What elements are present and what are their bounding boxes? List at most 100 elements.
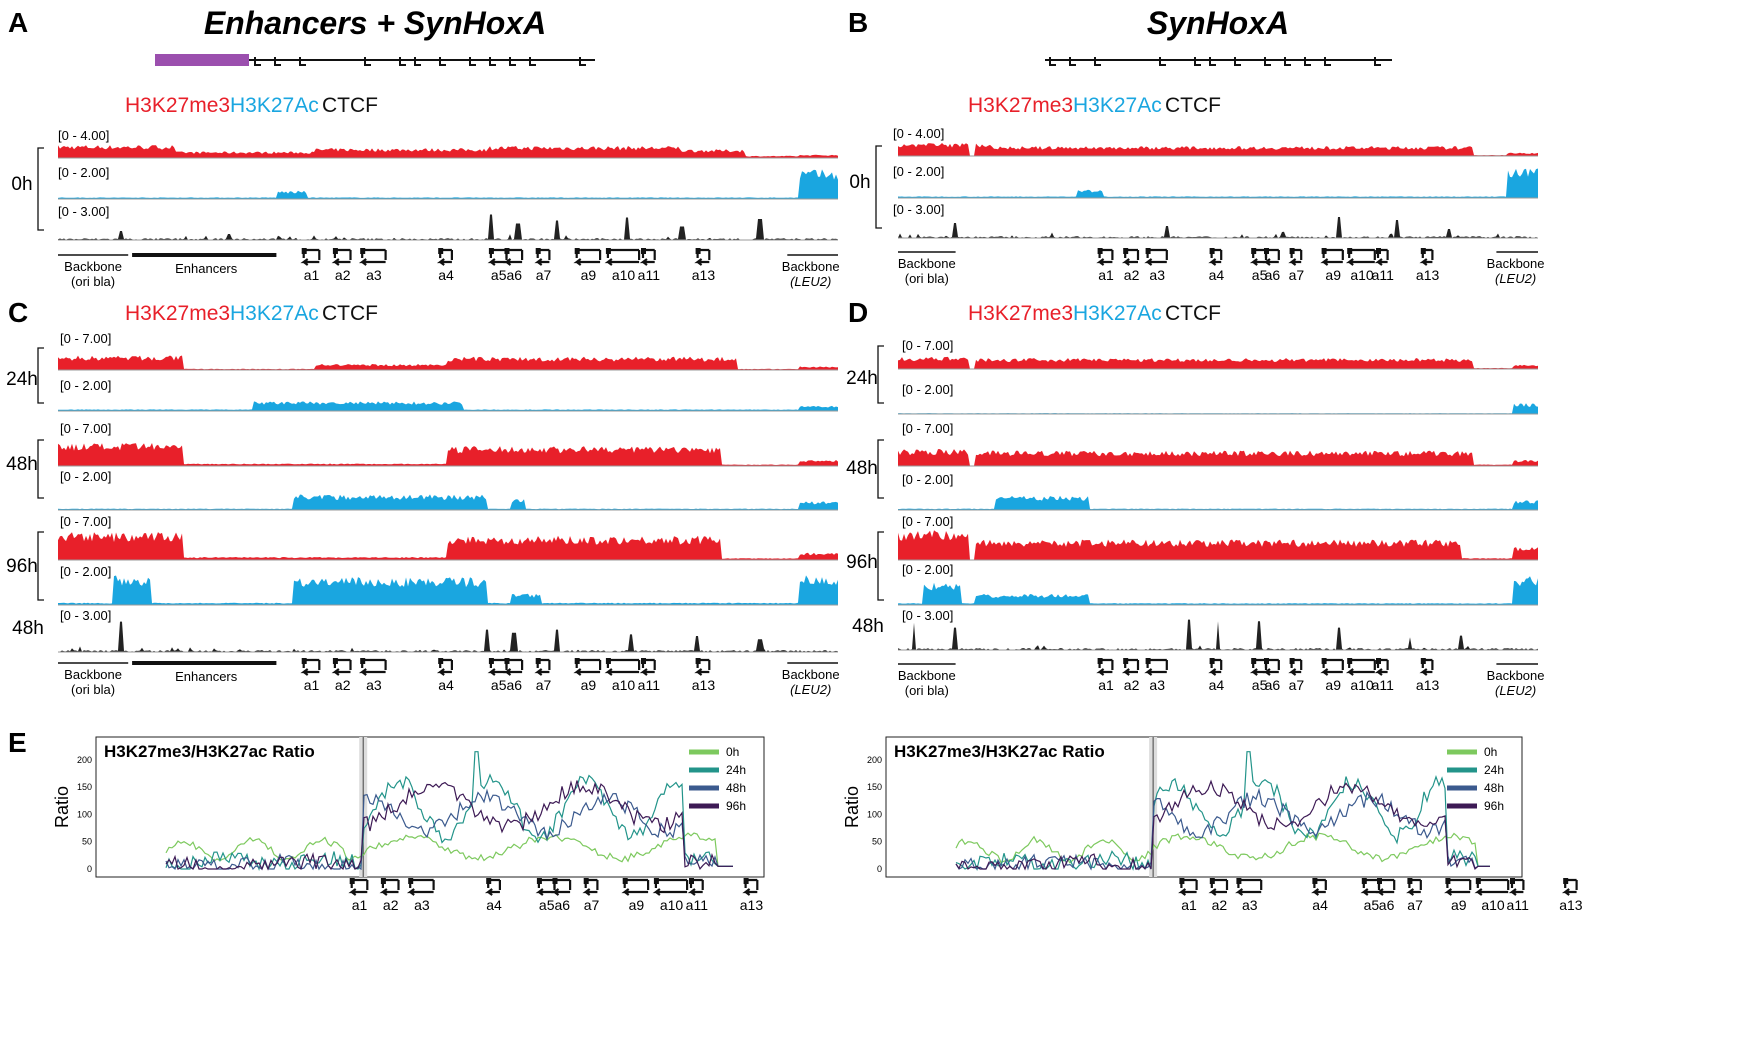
range-label: [0 - 2.00]	[893, 164, 944, 179]
d-48h-h3k27me3	[898, 449, 1538, 467]
gene-label-a3: a3	[1149, 267, 1165, 283]
gene-a4: a4	[436, 248, 454, 283]
gene-label-a10: a10	[612, 267, 636, 283]
gene-label-a1: a1	[304, 677, 320, 693]
range-label: [0 - 2.00]	[902, 562, 953, 577]
gene-a1: a1	[1178, 878, 1198, 913]
gene-a11: a11	[638, 658, 661, 693]
time-label-48h: 48h	[12, 618, 44, 639]
gene-label-a5: a5	[1252, 267, 1268, 283]
gene-a9: a9	[1444, 878, 1472, 913]
series-line-48h	[955, 787, 1490, 871]
ytick: 200	[867, 755, 882, 765]
gene-a6: a6	[503, 248, 524, 283]
time-label-0h: 0h	[11, 174, 32, 195]
legend-ctcf: CTCF	[1165, 94, 1221, 117]
ytick: 0	[87, 864, 92, 874]
construct-promoter	[489, 57, 496, 66]
gene-a13: a13	[1416, 658, 1440, 693]
gene-a6: a6	[1262, 658, 1281, 693]
time-bracket	[37, 147, 44, 231]
gene-a11: a11	[686, 878, 708, 913]
panel-a-title: Enhancers + SynHoxA	[204, 5, 546, 41]
c-24h-h3k27me3	[58, 355, 838, 371]
gene-label-a4: a4	[1209, 677, 1225, 693]
gene-label-a10: a10	[1350, 267, 1374, 283]
construct-promoter	[299, 57, 306, 66]
panel-b-title: SynHoxA	[1147, 5, 1289, 41]
backbone-left-label: Backbone	[898, 256, 956, 271]
gene-label-a10: a10	[1350, 677, 1374, 693]
gene-a5: a5	[1249, 658, 1268, 693]
series-line-0h	[955, 832, 1490, 867]
gene-label-a13: a13	[692, 677, 716, 693]
backbone-left-sub: (ori bla)	[905, 683, 949, 698]
gene-label-a11: a11	[1372, 677, 1395, 693]
d-24h-h3k27ac	[898, 403, 1538, 415]
gene-a9: a9	[1320, 658, 1344, 693]
backbone-right-label: Backbone	[782, 667, 840, 682]
gene-label-a3: a3	[1149, 677, 1165, 693]
gene-a2: a2	[379, 878, 400, 913]
gene-a7: a7	[534, 658, 552, 693]
gene-label-a10: a10	[612, 677, 636, 693]
legend-h3k27me3: H3K27me3	[968, 94, 1073, 117]
legend-label-96h: 96h	[726, 799, 746, 813]
right-ratio-plot: H3K27me3/H3K27ac Ratio Ratio 0 50 100 150 200 0…	[842, 736, 1523, 878]
gene-label-a13: a13	[692, 267, 716, 283]
construct-promoter	[1094, 57, 1101, 66]
gene-label-a6: a6	[555, 897, 571, 913]
legend-h3k27ac: H3K27Ac	[230, 302, 319, 325]
range-label: [0 - 2.00]	[902, 382, 953, 397]
b-0h-h3k27me3	[898, 143, 1538, 157]
gene-a9: a9	[621, 878, 650, 913]
panel-c-gene-annotations: a1 a2 a3 a4 a5 a6 a7 a9 a10 a11 a13	[300, 658, 716, 693]
gene-label-a3: a3	[414, 897, 430, 913]
construct-promoter	[1234, 57, 1241, 66]
d-96h-h3k27ac	[898, 576, 1538, 606]
gene-a4: a4	[1208, 658, 1225, 693]
gene-label-a6: a6	[1379, 897, 1395, 913]
gene-label-a1: a1	[1181, 897, 1197, 913]
gene-a6: a6	[1375, 878, 1396, 913]
gene-label-a4: a4	[438, 267, 454, 283]
backbone-left-sub: (ori bla)	[71, 274, 115, 289]
d-24h-h3k27me3	[898, 356, 1538, 370]
gene-label-a6: a6	[1265, 677, 1281, 693]
panel-d-legend: H3K27me3 H3K27Ac CTCF	[968, 302, 1221, 325]
backbone-right-sub: (LEU2)	[1495, 271, 1536, 286]
c-48h-ctcf	[58, 621, 838, 653]
gene-label-a13: a13	[1416, 677, 1440, 693]
panel-a-region-labels: Backbone(ori bla)Enhancers Backbone(LEU2)	[58, 253, 840, 289]
construct-promoter	[364, 57, 371, 66]
gene-label-a4: a4	[438, 677, 454, 693]
legend-ctcf: CTCF	[322, 94, 378, 117]
time-bracket	[877, 439, 884, 499]
gene-a11: a11	[1372, 658, 1395, 693]
c-96h-h3k27ac	[58, 575, 838, 606]
panel-letter-a: A	[8, 7, 28, 38]
gene-label-a11: a11	[638, 677, 661, 693]
gene-label-a7: a7	[536, 677, 552, 693]
backbone-left-sub: (ori bla)	[71, 682, 115, 697]
legend-label-48h: 48h	[1484, 781, 1504, 795]
panel-b-legend: H3K27me3 H3K27Ac CTCF	[968, 94, 1221, 117]
gene-label-a9: a9	[581, 267, 597, 283]
gene-a2: a2	[1121, 658, 1140, 693]
construct-promoter	[1284, 57, 1291, 66]
construct-promoter	[1374, 57, 1381, 66]
gene-a10: a10	[652, 878, 689, 913]
time-bracket	[37, 347, 44, 404]
panel-c-legend: H3K27me3 H3K27Ac CTCF	[125, 302, 378, 325]
gene-a4: a4	[484, 878, 502, 913]
gene-label-a9: a9	[1325, 677, 1341, 693]
gene-label-a2: a2	[335, 677, 351, 693]
backbone-right-label: Backbone	[1487, 668, 1545, 683]
construct-promoter	[274, 57, 281, 66]
legend-label-24h: 24h	[1484, 763, 1504, 777]
time-bracket	[37, 531, 44, 601]
gene-label-a1: a1	[304, 267, 320, 283]
gene-label-a6: a6	[507, 267, 523, 283]
legend-ctcf: CTCF	[1165, 302, 1221, 325]
